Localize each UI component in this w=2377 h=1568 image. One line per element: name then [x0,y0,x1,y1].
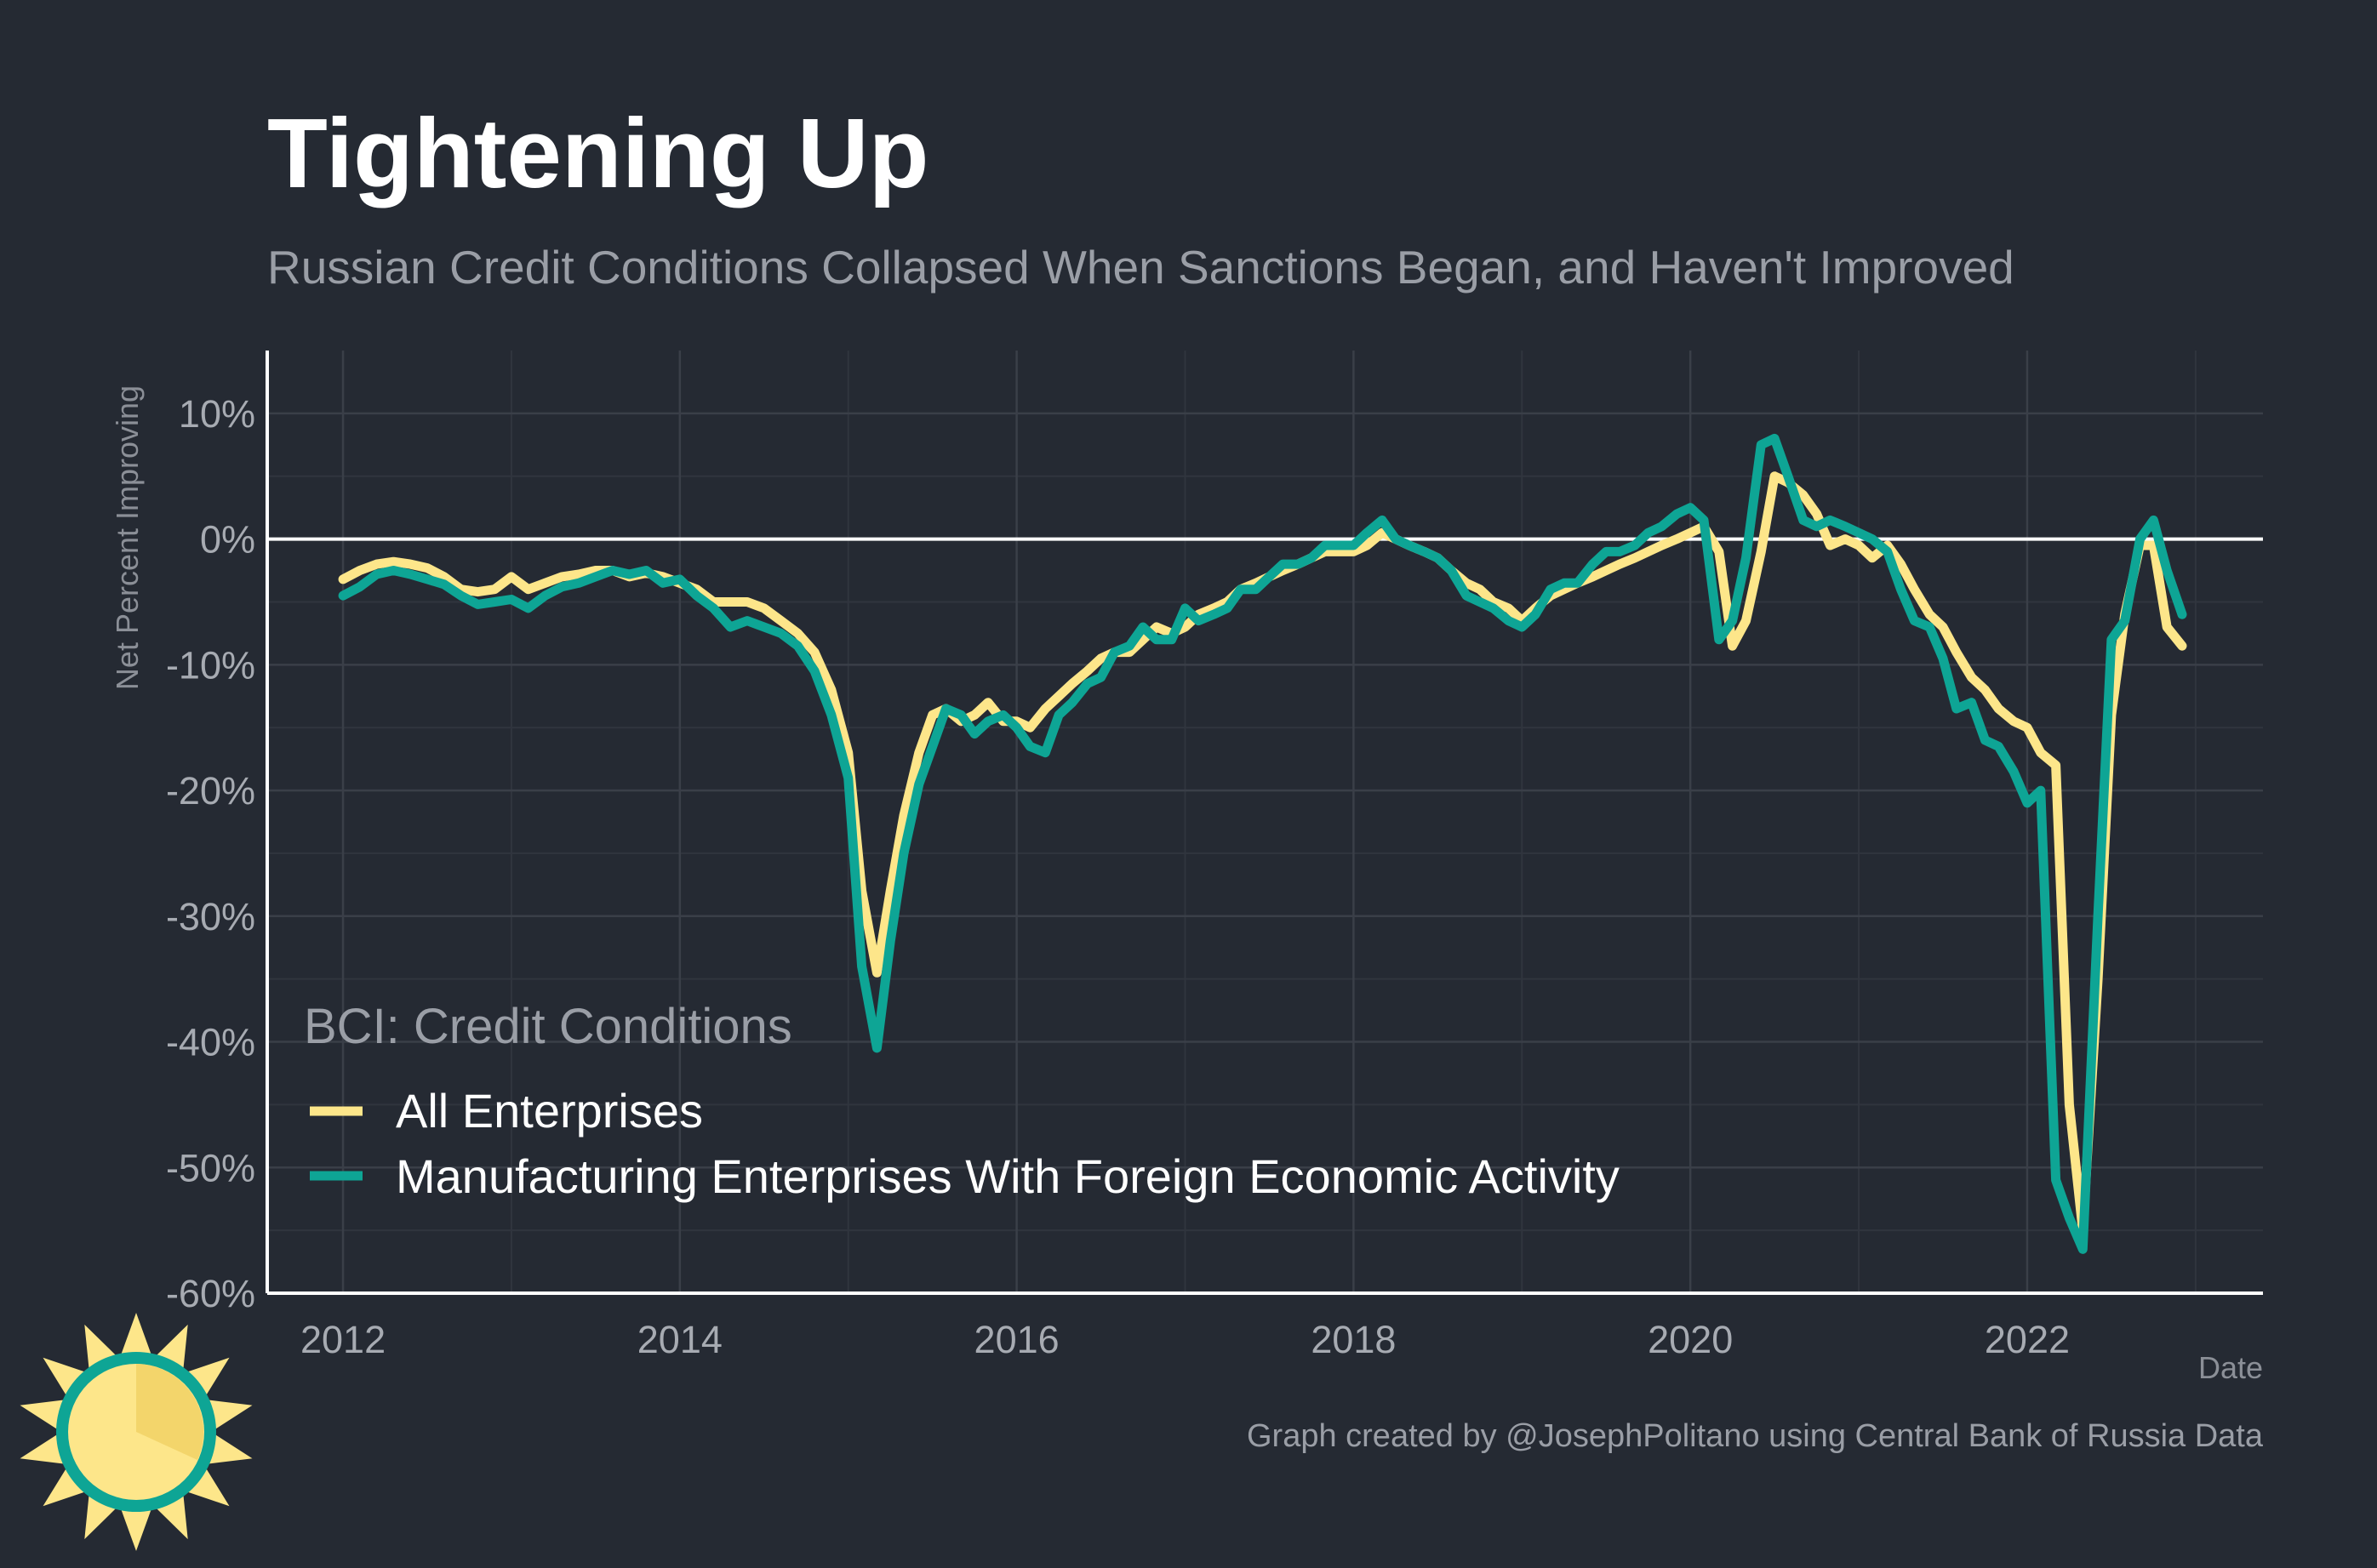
chart-title: Tightening Up [267,98,929,208]
x-tick-label: 2022 [1985,1318,2070,1361]
axes [266,351,2263,1295]
x-tick-label: 2016 [974,1318,1060,1361]
y-tick-label: -10% [166,643,255,687]
y-tick-label: -50% [166,1146,255,1189]
x-tick-label: 2020 [1648,1318,1733,1361]
x-tick-label: 2012 [300,1318,386,1361]
y-axis-title: Net Percent Improving [110,385,145,690]
legend-label-all-enterprises: All Enterprises [396,1084,703,1138]
x-tick-label: 2018 [1311,1318,1396,1361]
sun-shade [136,1364,204,1460]
legend: BCI: Credit Conditions All Enterprises M… [304,999,1620,1203]
sun-logo-icon [20,1313,253,1551]
series-layer [338,433,2187,1254]
caption: Graph created by @JosephPolitano using C… [1247,1418,2264,1454]
y-tick-label: -20% [166,769,255,813]
legend-label-manufacturing: Manufacturing Enterprises With Foreign E… [396,1149,1620,1203]
y-tick-label: 0% [200,518,255,562]
y-tick-label: -60% [166,1272,255,1315]
x-tick-label: 2014 [637,1318,723,1361]
y-tick-label: 10% [179,392,255,436]
series-line-1 [338,433,2187,1254]
chart-subtitle: Russian Credit Conditions Collapsed When… [267,241,2014,294]
tick-labels: 10% 0% -10% -20% -30% -40% -50% -60% 2012 2014 201… [166,392,2070,1361]
x-axis-title: Date [2198,1350,2263,1385]
y-tick-label: -40% [166,1021,255,1064]
legend-title: BCI: Credit Conditions [304,999,792,1054]
y-tick-label: -30% [166,895,255,938]
